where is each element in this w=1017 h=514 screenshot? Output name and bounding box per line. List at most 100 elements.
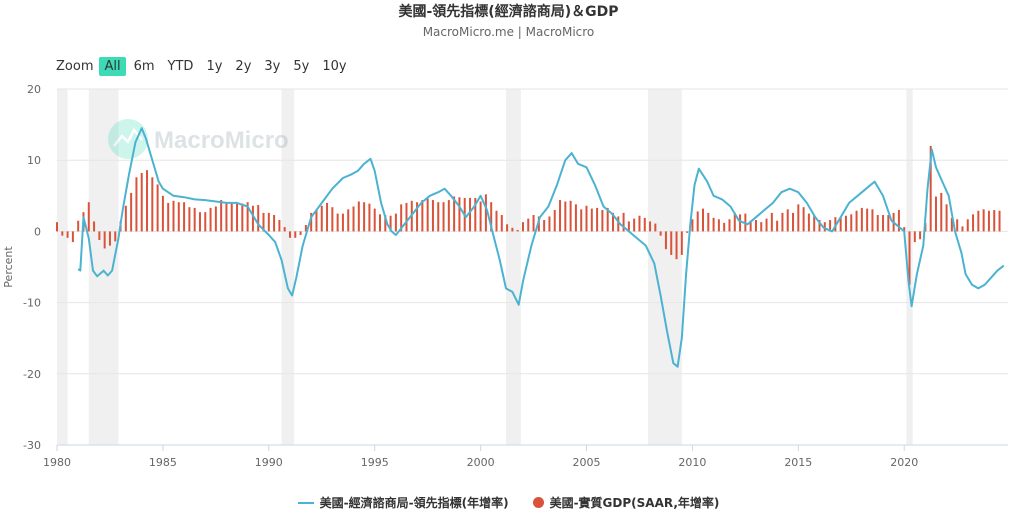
gdp-bar: [696, 211, 699, 232]
x-tick-label: 1990: [255, 456, 283, 469]
gdp-bar: [394, 213, 397, 232]
gdp-bar: [304, 224, 307, 232]
zoom-10y-button[interactable]: 10y: [322, 58, 347, 74]
chart-subtitle: MacroMicro.me | MacroMicro: [422, 25, 595, 39]
zoom-1y-button[interactable]: 1y: [206, 58, 223, 74]
gdp-bar: [548, 216, 551, 232]
gdp-bar: [400, 204, 403, 232]
gdp-bar: [702, 208, 705, 232]
gdp-bar: [103, 231, 106, 249]
gdp-bar: [580, 209, 583, 232]
zoom-5y-button[interactable]: 5y: [293, 58, 310, 74]
gdp-bar: [442, 202, 445, 232]
gdp-bar: [543, 220, 546, 232]
gdp-bar: [569, 200, 572, 232]
gdp-bar: [262, 212, 265, 232]
gdp-bar: [617, 216, 620, 232]
recession-band: [506, 89, 521, 445]
y-axis-label: Percent: [2, 246, 15, 288]
zoom-all-button[interactable]: All: [99, 56, 126, 76]
gdp-bar: [431, 200, 434, 232]
zoom-2y-button[interactable]: 2y: [235, 58, 252, 74]
gdp-bar: [437, 202, 440, 232]
legend-line-swatch: [297, 501, 314, 504]
gdp-bar: [654, 223, 657, 232]
gdp-bar: [447, 200, 450, 232]
x-tick-label: 2020: [890, 456, 918, 469]
leading-index-line: [77, 127, 1005, 368]
gdp-bar: [712, 217, 715, 232]
gdp-bar: [177, 202, 180, 232]
chart-title: 美國-領先指標(經濟諮商局)＆GDP: [398, 4, 619, 20]
x-tick-label: 2000: [467, 456, 495, 469]
gdp-bar: [749, 220, 752, 232]
gdp-bar: [188, 207, 191, 232]
gdp-bar: [802, 207, 805, 232]
gdp-bar: [495, 210, 498, 232]
gdp-bar: [760, 222, 763, 232]
watermark-logo-mark: [113, 127, 143, 147]
gdp-bar: [77, 220, 80, 232]
gdp-bar: [183, 202, 186, 232]
gdp-bar: [241, 203, 244, 232]
y-tick-label: -30: [23, 439, 41, 452]
gdp-bar: [389, 215, 392, 232]
gdp-bar: [161, 195, 164, 232]
watermark-text: MacroMicro: [154, 127, 289, 154]
gdp-bar: [511, 227, 514, 232]
gdp-bar: [474, 197, 477, 232]
gdp-bar: [156, 184, 159, 232]
x-tick-label: 1980: [43, 456, 71, 469]
zoom-3y-button[interactable]: 3y: [264, 58, 281, 74]
gdp-bar: [839, 217, 842, 232]
gdp-bar: [341, 213, 344, 232]
gdp-bar: [373, 208, 376, 232]
gdp-bar: [236, 202, 239, 232]
legend-line-label: 美國-經濟諮商局-領先指標(年增率): [319, 496, 509, 510]
legend-item-leading-index[interactable]: 美國-經濟諮商局-領先指標(年增率): [297, 494, 509, 511]
gdp-bar: [611, 212, 614, 232]
gdp-bar: [140, 173, 143, 232]
gdp-bar: [606, 207, 609, 232]
gdp-bar: [675, 231, 678, 260]
gdp-bar: [310, 212, 313, 232]
gdp-bar: [421, 200, 424, 232]
recession-band: [57, 89, 68, 445]
gdp-bar: [728, 219, 731, 232]
gdp-bar: [251, 205, 254, 232]
gdp-bar: [151, 177, 154, 232]
gdp-bar: [844, 215, 847, 232]
gdp-bar: [71, 231, 74, 243]
gdp-bar: [326, 202, 329, 232]
gdp-bar: [765, 218, 768, 232]
legend-item-gdp[interactable]: 美國-實質GDP(SAAR,年增率): [532, 494, 719, 511]
gdp-bar: [426, 198, 429, 232]
gdp-bar: [770, 212, 773, 232]
gdp-bar: [776, 220, 779, 232]
gdp-bar: [797, 204, 800, 232]
zoom-ytd-button[interactable]: YTD: [167, 58, 194, 74]
gdp-bar: [357, 201, 360, 232]
y-tick-label: 10: [27, 154, 41, 167]
gdp-bar: [850, 214, 853, 232]
gdp-bar: [659, 231, 662, 236]
gdp-bar: [267, 212, 270, 232]
gdp-bar: [532, 215, 535, 232]
zoom-6m-button[interactable]: 6m: [133, 58, 155, 74]
gdp-bar: [813, 215, 816, 232]
gdp-bar: [987, 210, 990, 232]
zoom-toolbar: Zoom All 6m YTD 1y 2y 3y 5y 10y: [56, 55, 355, 77]
gdp-bar: [559, 200, 562, 232]
y-tick-label: 0: [34, 225, 41, 238]
gdp-bar: [781, 212, 784, 232]
gdp-bar: [315, 209, 318, 232]
gdp-bar: [882, 215, 885, 232]
gdp-bar: [818, 220, 821, 232]
gdp-bar: [739, 214, 742, 232]
gdp-bar: [627, 221, 630, 232]
gdp-bar: [209, 207, 212, 232]
gdp-bar: [855, 210, 858, 232]
gdp-bar: [135, 177, 138, 232]
x-tick-label: 1985: [149, 456, 177, 469]
